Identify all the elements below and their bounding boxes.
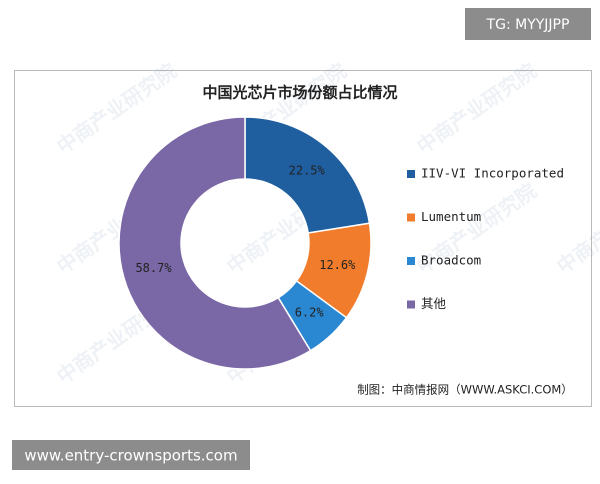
- legend-label: IIV-VI Incorporated: [421, 166, 564, 181]
- legend-label: Lumentum: [421, 209, 481, 224]
- legend-label: Broadcom: [421, 253, 481, 268]
- value-label: 12.6%: [319, 258, 356, 272]
- tag-box: [465, 8, 591, 40]
- legend-swatch: [407, 170, 415, 178]
- legend-swatch: [407, 213, 415, 222]
- slice: [118, 116, 312, 370]
- legend-swatch: [407, 257, 415, 265]
- legend-label: 其他: [421, 296, 447, 311]
- tag: TG: MYYJJPP: [486, 17, 570, 33]
- value-label: 58.7%: [135, 261, 172, 275]
- chart-title: 中国光芯片市场份额占比情况: [202, 84, 397, 102]
- source: 制图：中商情报网（WWW.ASKCI.COM）: [357, 383, 573, 397]
- slice: [244, 116, 371, 234]
- legend-swatch: [407, 300, 415, 309]
- value-label: 22.5%: [289, 163, 326, 177]
- footer-box: [12, 440, 250, 470]
- footer-url: www.entry-crownsports.com: [24, 447, 237, 465]
- value-label: 6.2%: [295, 306, 325, 320]
